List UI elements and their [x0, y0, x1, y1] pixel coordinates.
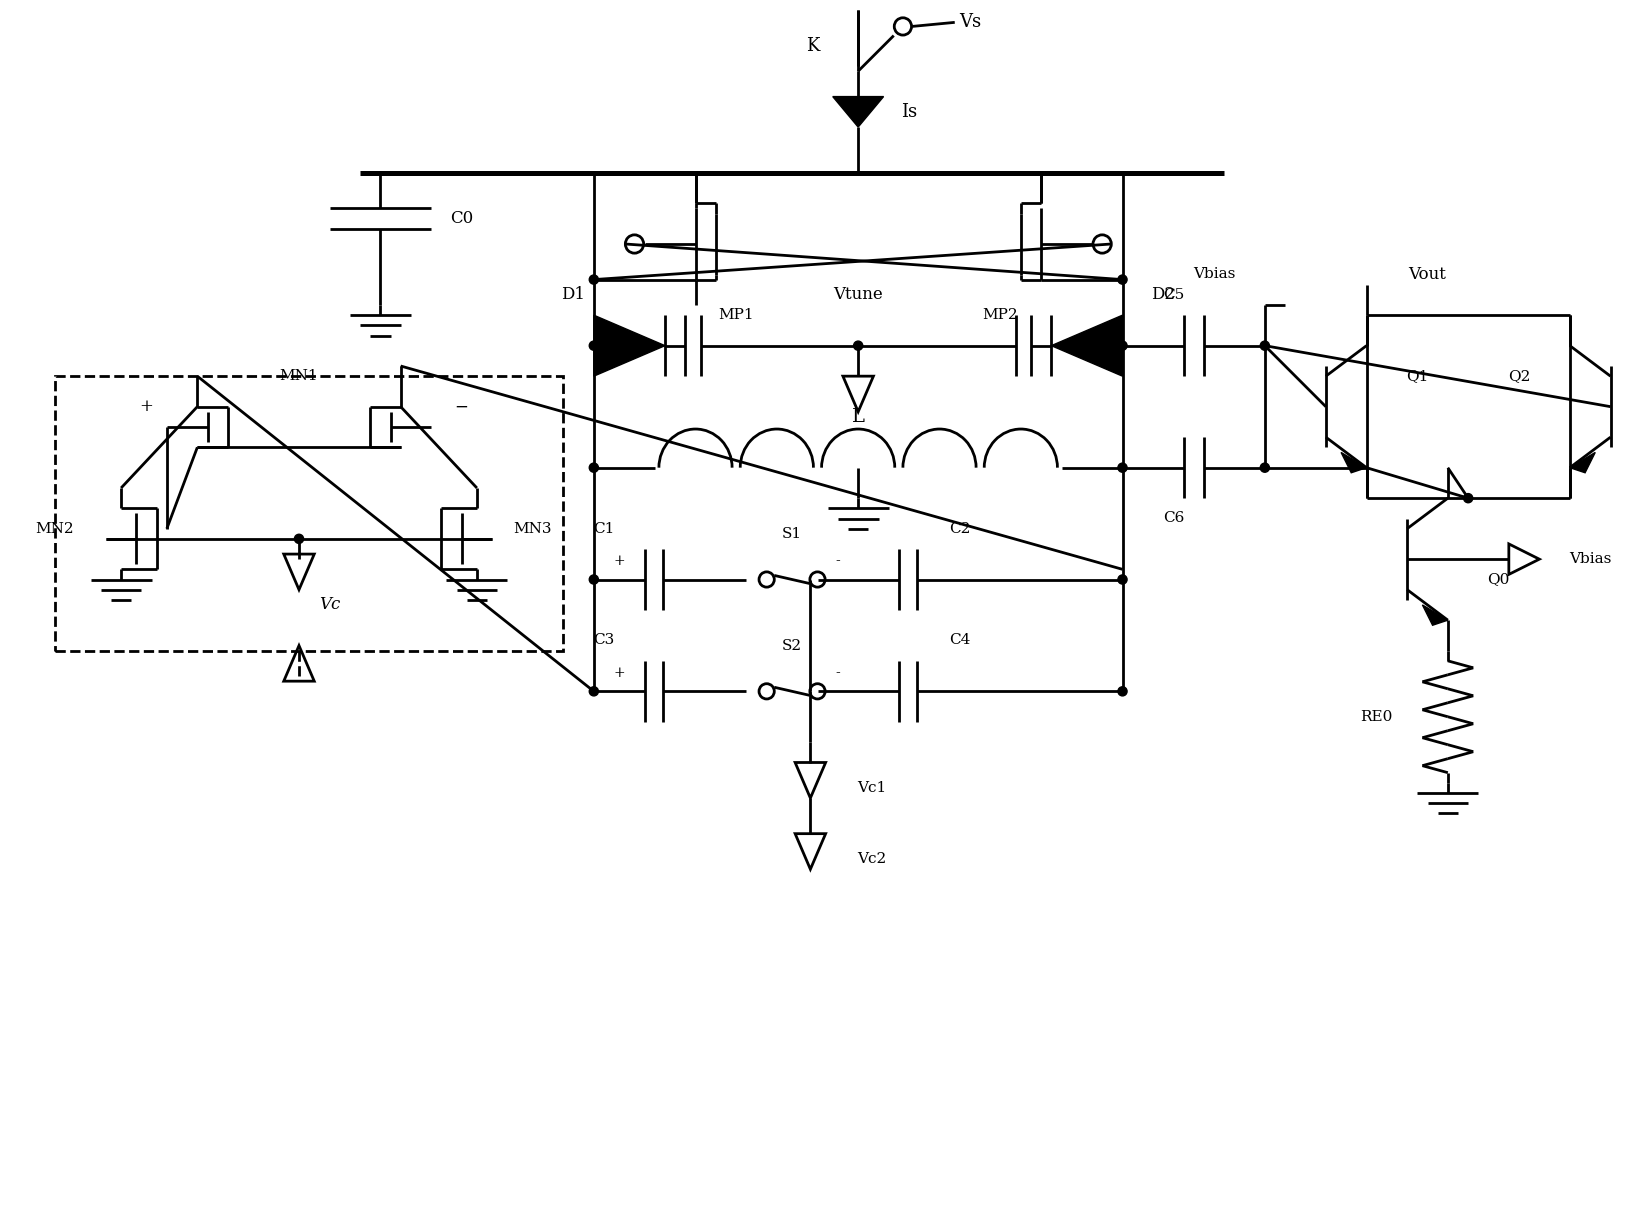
Text: C2: C2 — [950, 522, 971, 536]
Circle shape — [589, 274, 598, 284]
Text: MN2: MN2 — [36, 522, 74, 536]
Polygon shape — [1341, 453, 1367, 472]
Circle shape — [1118, 687, 1127, 695]
Text: K: K — [806, 37, 819, 55]
Text: Vbias: Vbias — [1194, 267, 1234, 282]
Text: Vc2: Vc2 — [857, 852, 886, 866]
Circle shape — [1118, 342, 1127, 350]
Text: MN3: MN3 — [513, 522, 553, 536]
Text: +: + — [613, 554, 625, 569]
Text: +: + — [139, 398, 154, 415]
Circle shape — [1463, 494, 1473, 503]
Text: C3: C3 — [594, 633, 615, 648]
Circle shape — [589, 464, 598, 472]
Text: -: - — [835, 554, 840, 569]
Text: -: - — [835, 666, 840, 680]
Text: C6: C6 — [1162, 511, 1184, 526]
Text: Q0: Q0 — [1488, 572, 1509, 587]
Text: C1: C1 — [594, 522, 615, 536]
Circle shape — [1261, 464, 1269, 472]
Text: Vbias: Vbias — [1570, 553, 1612, 566]
Text: RE0: RE0 — [1360, 710, 1393, 723]
Text: L: L — [852, 407, 865, 426]
Text: C5: C5 — [1162, 288, 1184, 301]
Text: Vs: Vs — [960, 13, 981, 32]
Polygon shape — [1051, 315, 1123, 376]
Text: D1: D1 — [561, 287, 585, 304]
Text: −: − — [455, 398, 469, 415]
Polygon shape — [1422, 605, 1449, 625]
Text: Vout: Vout — [1409, 266, 1447, 283]
Circle shape — [1261, 342, 1269, 350]
Circle shape — [589, 687, 598, 695]
Circle shape — [294, 534, 304, 543]
Text: MN1: MN1 — [280, 370, 319, 383]
Text: Vc: Vc — [319, 597, 340, 614]
Text: MP1: MP1 — [718, 309, 754, 322]
Text: C0: C0 — [450, 210, 473, 227]
Text: S2: S2 — [782, 638, 803, 653]
Text: Vc1: Vc1 — [857, 781, 886, 795]
Text: Q2: Q2 — [1507, 370, 1530, 383]
Polygon shape — [1570, 453, 1596, 472]
Circle shape — [1118, 464, 1127, 472]
Text: D2: D2 — [1151, 287, 1176, 304]
Circle shape — [1118, 274, 1127, 284]
Circle shape — [1118, 575, 1127, 584]
Text: Vtune: Vtune — [834, 287, 883, 304]
Text: +: + — [613, 666, 625, 680]
Text: Is: Is — [901, 102, 917, 121]
Text: C4: C4 — [950, 633, 971, 648]
Circle shape — [853, 342, 863, 350]
Circle shape — [589, 575, 598, 584]
Text: S1: S1 — [782, 527, 803, 540]
Text: Q1: Q1 — [1406, 370, 1429, 383]
Text: MP2: MP2 — [983, 309, 1019, 322]
Polygon shape — [594, 315, 665, 376]
Circle shape — [589, 342, 598, 350]
Polygon shape — [832, 96, 883, 127]
